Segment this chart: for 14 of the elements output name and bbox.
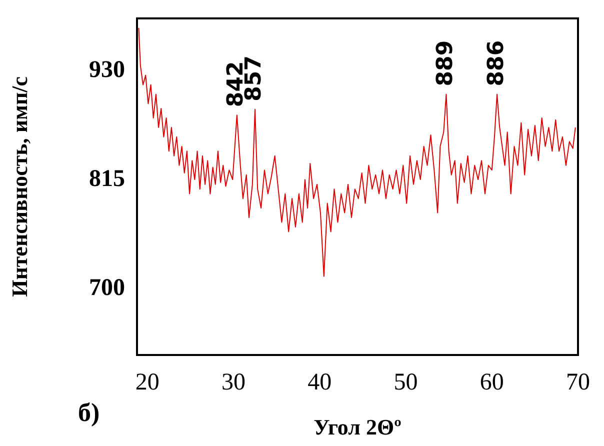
annotation: 886 bbox=[484, 40, 509, 86]
x-tick-label: 20 bbox=[135, 370, 160, 396]
annotation: 889 bbox=[432, 40, 458, 86]
x-tick-label: 40 bbox=[308, 370, 332, 396]
y-axis-title: Интенсивность, имп/с bbox=[6, 76, 32, 297]
y-tick-label: 700 bbox=[89, 274, 125, 301]
x-axis-title: Угол 2Θº bbox=[314, 414, 402, 440]
x-tick-label: 60 bbox=[480, 370, 504, 396]
x-tick-label: 50 bbox=[394, 370, 418, 396]
text: б) bbox=[78, 398, 100, 428]
y-tick-label: 930 bbox=[89, 56, 125, 83]
x-tick-label: 30 bbox=[221, 370, 246, 396]
x-tick-label: 70 bbox=[566, 370, 590, 396]
y-tick-label: 815 bbox=[89, 166, 125, 192]
